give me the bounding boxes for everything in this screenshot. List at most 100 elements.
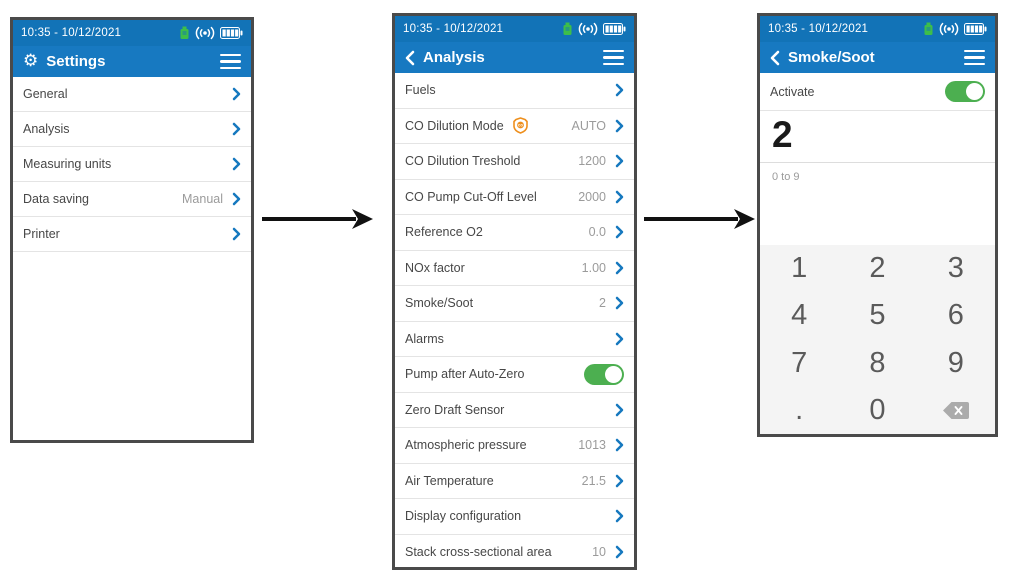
- app-header: Analysis: [395, 42, 634, 73]
- chevron-right-icon: [615, 510, 624, 523]
- chevron-right-icon: [232, 192, 241, 206]
- wireless-icon: [939, 22, 959, 36]
- item-value: 21.5: [581, 473, 606, 488]
- status-icons: [562, 21, 626, 37]
- toggle-switch[interactable]: [584, 363, 624, 385]
- chevron-right-icon: [232, 227, 241, 241]
- wireless-icon: [195, 26, 215, 40]
- flow-arrow: [262, 209, 373, 229]
- list-item-measuring-units[interactable]: Measuring units: [13, 147, 251, 182]
- range-hint: 0 to 9: [772, 170, 800, 183]
- chevron-right-icon: [615, 119, 624, 132]
- smoke-soot-screen: 10:35 - 10/12/2021 Smoke/Soot Activate 2…: [757, 13, 998, 437]
- chevron-right-icon: [615, 545, 624, 558]
- co-shield-icon: co: [512, 117, 528, 135]
- key-2[interactable]: 2: [869, 252, 886, 285]
- item-label: Analysis: [23, 122, 70, 136]
- item-label: Air Temperature: [405, 473, 494, 488]
- key-9[interactable]: 9: [947, 346, 964, 379]
- key-8[interactable]: 8: [869, 346, 886, 379]
- list-item-pump-after-auto-zero[interactable]: Pump after Auto-Zero: [395, 357, 634, 393]
- list-item-fuels[interactable]: Fuels: [395, 73, 634, 109]
- item-value: AUTO: [571, 118, 607, 133]
- item-label: Zero Draft Sensor: [405, 402, 505, 417]
- key-5[interactable]: 5: [869, 299, 886, 332]
- status-icons: [179, 25, 243, 41]
- status-bar: 10:35 - 10/12/2021: [760, 16, 995, 42]
- item-label: Pump after Auto-Zero: [405, 367, 525, 382]
- list-item-smoke-soot[interactable]: Smoke/Soot 2: [395, 286, 634, 322]
- item-value: 1200: [578, 154, 606, 169]
- item-value: 0.0: [588, 225, 606, 240]
- chevron-right-icon: [615, 190, 624, 203]
- flow-arrow: [644, 209, 755, 229]
- list-item-co-dilution-treshold[interactable]: CO Dilution Treshold 1200: [395, 144, 634, 180]
- list-item-display-configuration[interactable]: Display configuration: [395, 499, 634, 535]
- chevron-right-icon: [232, 122, 241, 136]
- item-value: 2000: [578, 189, 606, 204]
- list-item-air-temperature[interactable]: Air Temperature 21.5: [395, 463, 634, 499]
- key-0[interactable]: 0: [869, 393, 886, 426]
- key-backspace[interactable]: [917, 387, 995, 434]
- key-4[interactable]: 4: [791, 299, 808, 332]
- status-bar: 10:35 - 10/12/2021: [395, 16, 634, 42]
- chevron-right-icon: [615, 297, 624, 310]
- list-item-nox-factor[interactable]: NOx factor 1.00: [395, 250, 634, 286]
- page-title: Settings: [46, 53, 106, 70]
- item-label: Atmospheric pressure: [405, 438, 527, 453]
- list-item-general[interactable]: General: [13, 77, 251, 112]
- chevron-right-icon: [615, 474, 624, 487]
- value-display[interactable]: 2: [760, 111, 995, 163]
- activate-row: Activate: [760, 73, 995, 111]
- item-label: NOx factor: [405, 260, 465, 275]
- key-7[interactable]: 7: [791, 346, 808, 379]
- analysis-screen: 10:35 - 10/12/2021 Analysis Fuels CO Dilu…: [392, 13, 637, 570]
- chevron-right-icon: [232, 157, 241, 171]
- status-icons: [923, 21, 987, 37]
- battery-icon: [220, 27, 243, 39]
- page-title: Smoke/Soot: [788, 49, 875, 66]
- activate-toggle[interactable]: [945, 81, 985, 102]
- list-item-analysis[interactable]: Analysis: [13, 112, 251, 147]
- list-item-data-saving[interactable]: Data saving Manual: [13, 182, 251, 217]
- list-item-stack-cross-sectional-area[interactable]: Stack cross-sectional area 10: [395, 534, 634, 567]
- settings-list: General Analysis Measuring units Data savin…: [13, 77, 251, 440]
- item-label: Display configuration: [405, 509, 522, 524]
- key-1[interactable]: 1: [791, 252, 808, 285]
- chevron-right-icon: [615, 439, 624, 452]
- list-item-co-pump-cut-off-level[interactable]: CO Pump Cut-Off Level 2000: [395, 179, 634, 215]
- list-item-zero-draft-sensor[interactable]: Zero Draft Sensor: [395, 392, 634, 428]
- item-label: Alarms: [405, 331, 444, 346]
- key-6[interactable]: 6: [947, 299, 964, 332]
- chevron-right-icon: [615, 261, 624, 274]
- item-value: 2: [599, 296, 606, 311]
- item-label: CO Dilution Treshold: [405, 154, 521, 169]
- chevron-right-icon: [615, 155, 624, 168]
- app-header: ⚙ Settings: [13, 46, 251, 77]
- menu-icon[interactable]: [603, 48, 624, 68]
- battery-icon: [603, 23, 626, 35]
- probe-icon: [180, 26, 189, 39]
- list-item-co-dilution-mode[interactable]: CO Dilution Mode co AUTO: [395, 108, 634, 144]
- list-item-atmospheric-pressure[interactable]: Atmospheric pressure 1013: [395, 428, 634, 464]
- app-header: Smoke/Soot: [760, 42, 995, 73]
- list-item-printer[interactable]: Printer: [13, 217, 251, 252]
- item-label: Measuring units: [23, 157, 112, 171]
- key-dot[interactable]: .: [795, 393, 804, 426]
- menu-icon[interactable]: [220, 52, 241, 72]
- item-value: Manual: [182, 192, 223, 206]
- item-value: 1013: [578, 438, 606, 453]
- list-item-reference-o2[interactable]: Reference O2 0.0: [395, 215, 634, 251]
- item-label: General: [23, 87, 68, 101]
- key-3[interactable]: 3: [947, 252, 964, 285]
- menu-icon[interactable]: [964, 48, 985, 68]
- analysis-list: Fuels CO Dilution Mode co AUTO CO Dilution T…: [395, 73, 634, 567]
- item-label: Stack cross-sectional area: [405, 544, 552, 559]
- svg-text:co: co: [518, 123, 523, 128]
- item-label: Printer: [23, 227, 60, 241]
- list-item-alarms[interactable]: Alarms: [395, 321, 634, 357]
- back-icon[interactable]: [405, 50, 415, 66]
- item-label: CO Pump Cut-Off Level: [405, 189, 537, 204]
- back-icon[interactable]: [770, 50, 780, 66]
- chevron-right-icon: [615, 226, 624, 239]
